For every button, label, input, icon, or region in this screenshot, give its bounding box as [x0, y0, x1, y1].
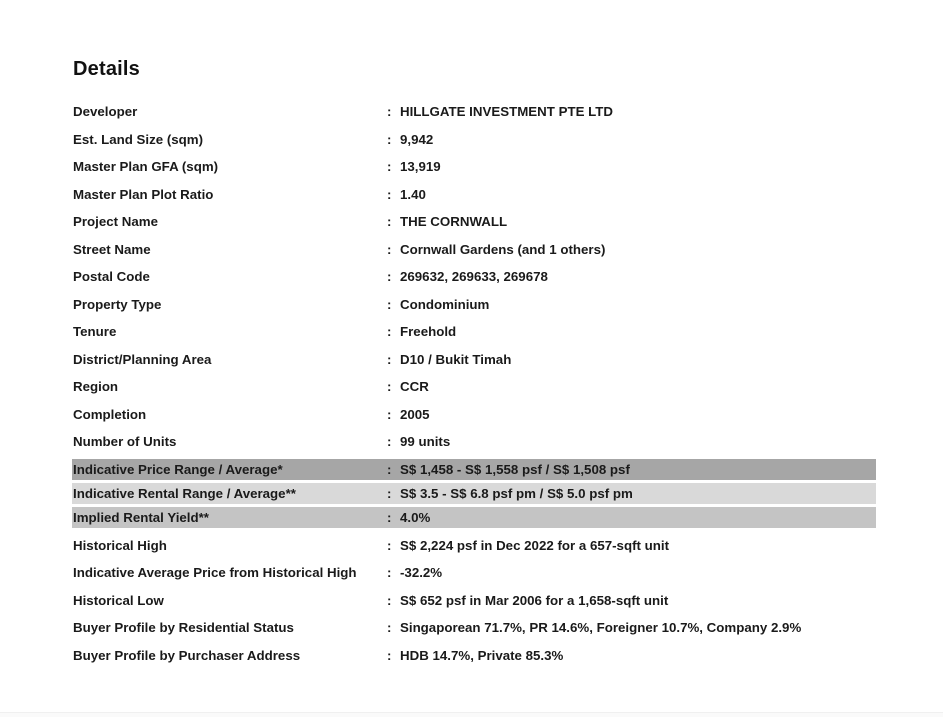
row-separator: : — [387, 620, 392, 636]
row-value: D10 / Bukit Timah — [400, 351, 512, 367]
details-row: Completion : 2005 — [72, 401, 876, 429]
details-row: Historical High : S$ 2,224 psf in Dec 20… — [72, 532, 876, 560]
row-value: 1.40 — [400, 186, 426, 202]
row-label: Buyer Profile by Residential Status — [73, 620, 294, 636]
row-label: Property Type — [73, 296, 162, 312]
row-label: Postal Code — [73, 269, 150, 285]
row-value: S$ 2,224 psf in Dec 2022 for a 657-sqft … — [400, 537, 669, 553]
row-separator: : — [387, 434, 392, 450]
details-row: Indicative Price Range / Average* : S$ 1… — [72, 458, 876, 480]
row-label: Historical Low — [73, 592, 164, 608]
details-section: Details Developer : HILLGATE INVESTMENT … — [72, 58, 876, 669]
row-label: Master Plan Plot Ratio — [73, 186, 214, 202]
row-separator: : — [387, 186, 392, 202]
row-value: HDB 14.7%, Private 85.3% — [400, 647, 564, 663]
row-separator: : — [387, 461, 392, 477]
details-row: Number of Units : 99 units — [72, 428, 876, 456]
row-separator: : — [387, 647, 392, 663]
details-row: Project Name : THE CORNWALL — [72, 208, 876, 236]
details-row: Property Type : Condominium — [72, 291, 876, 319]
row-label: Historical High — [73, 537, 167, 553]
row-label: Project Name — [73, 214, 158, 230]
row-separator: : — [387, 592, 392, 608]
row-value: 4.0% — [400, 510, 431, 526]
row-value: Singaporean 71.7%, PR 14.6%, Foreigner 1… — [400, 620, 802, 636]
row-label: Buyer Profile by Purchaser Address — [73, 647, 301, 663]
row-value: Condominium — [400, 296, 490, 312]
row-value: 2005 — [400, 406, 430, 422]
row-separator: : — [387, 537, 392, 553]
details-row: Indicative Average Price from Historical… — [72, 559, 876, 587]
row-separator: : — [387, 104, 392, 120]
details-row: Buyer Profile by Purchaser Address : HDB… — [72, 642, 876, 670]
row-value: 9,942 — [400, 131, 434, 147]
details-row: Est. Land Size (sqm) : 9,942 — [72, 126, 876, 154]
row-separator: : — [387, 131, 392, 147]
row-label: Indicative Rental Range / Average** — [73, 486, 296, 501]
row-label: Completion — [73, 406, 147, 422]
row-value: S$ 1,458 - S$ 1,558 psf / S$ 1,508 psf — [400, 461, 630, 477]
row-separator: : — [387, 379, 392, 395]
details-row: Implied Rental Yield** : 4.0% — [72, 507, 876, 529]
row-value: S$ 3.5 - S$ 6.8 psf pm / S$ 5.0 psf pm — [400, 486, 633, 501]
row-separator: : — [387, 351, 392, 367]
row-value: THE CORNWALL — [400, 214, 508, 230]
row-label: Tenure — [73, 324, 117, 340]
details-rows: Developer : HILLGATE INVESTMENT PTE LTD … — [72, 98, 876, 669]
row-separator: : — [387, 159, 392, 175]
row-label: Number of Units — [73, 434, 177, 450]
row-value: Cornwall Gardens (and 1 others) — [400, 241, 606, 257]
details-row: Indicative Rental Range / Average** : S$… — [72, 483, 876, 504]
row-separator: : — [387, 324, 392, 340]
row-separator: : — [387, 269, 392, 285]
row-label: Est. Land Size (sqm) — [73, 131, 204, 147]
row-separator: : — [387, 296, 392, 312]
row-separator: : — [387, 406, 392, 422]
details-row: Tenure : Freehold — [72, 318, 876, 346]
page-title: Details — [73, 58, 140, 80]
row-label: Implied Rental Yield** — [73, 510, 209, 526]
row-value: Freehold — [400, 324, 457, 340]
details-row: Buyer Profile by Residential Status : Si… — [72, 614, 876, 642]
details-row: Region : CCR — [72, 373, 876, 401]
row-separator: : — [387, 241, 392, 257]
row-separator: : — [387, 486, 392, 501]
row-value: CCR — [400, 379, 429, 395]
row-label: Region — [73, 379, 119, 395]
details-row: District/Planning Area : D10 / Bukit Tim… — [72, 346, 876, 374]
row-label: Developer — [73, 104, 138, 120]
row-separator: : — [387, 510, 392, 526]
bottom-divider — [0, 712, 943, 717]
row-value: 269632, 269633, 269678 — [400, 269, 548, 285]
details-row: Master Plan GFA (sqm) : 13,919 — [72, 153, 876, 181]
row-label: Indicative Average Price from Historical… — [73, 565, 357, 581]
row-value: HILLGATE INVESTMENT PTE LTD — [400, 104, 613, 120]
row-value: 13,919 — [400, 159, 441, 175]
row-label: Indicative Price Range / Average* — [73, 461, 283, 477]
row-separator: : — [387, 214, 392, 230]
row-value: S$ 652 psf in Mar 2006 for a 1,658-sqft … — [400, 592, 669, 608]
row-value: 99 units — [400, 434, 451, 450]
row-label: Master Plan GFA (sqm) — [73, 159, 219, 175]
row-separator: : — [387, 565, 392, 581]
details-row: Master Plan Plot Ratio : 1.40 — [72, 181, 876, 209]
row-label: District/Planning Area — [73, 351, 212, 367]
row-label: Street Name — [73, 241, 151, 257]
details-row: Street Name : Cornwall Gardens (and 1 ot… — [72, 236, 876, 264]
row-value: -32.2% — [400, 565, 443, 581]
details-row: Historical Low : S$ 652 psf in Mar 2006 … — [72, 587, 876, 615]
details-row: Postal Code : 269632, 269633, 269678 — [72, 263, 876, 291]
details-row: Developer : HILLGATE INVESTMENT PTE LTD — [72, 98, 876, 126]
